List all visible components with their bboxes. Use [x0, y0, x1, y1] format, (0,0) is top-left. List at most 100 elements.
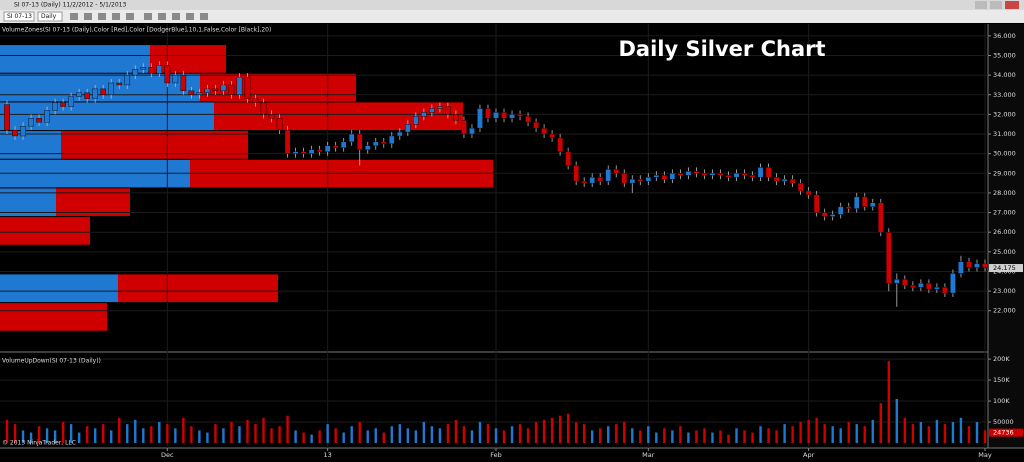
volume-bar: [607, 426, 610, 443]
instrument-select[interactable]: [3, 11, 35, 22]
candle-body: [982, 263, 988, 268]
candle-body: [837, 206, 844, 215]
candle-body: [765, 167, 772, 178]
y-tick-label: 25.000: [993, 248, 1016, 256]
volume-label: VolumeUpDown(SI 07-13 (Daily)): [2, 358, 101, 365]
volume-bar: [927, 426, 931, 443]
volume-bar: [783, 424, 786, 443]
volume-bar: [647, 426, 650, 443]
volume-bar: [582, 424, 586, 443]
zone-up: [0, 102, 214, 131]
volume-bar: [871, 419, 874, 443]
candle-body: [60, 102, 66, 107]
toolbar-icons[interactable]: [70, 13, 208, 20]
volume-bar: [150, 426, 153, 443]
x-tick-label: Dec: [161, 451, 174, 459]
interval: Daily: [41, 13, 57, 20]
candle-body: [725, 175, 732, 178]
volume-bar: [110, 430, 113, 443]
volume-bar: [566, 413, 570, 443]
volume-bar: [847, 422, 850, 443]
candle-body: [364, 145, 371, 150]
candle-body: [92, 88, 98, 99]
close-button[interactable]: [1005, 1, 1019, 9]
x-tick-label: Feb: [490, 451, 502, 459]
candle-body: [845, 206, 852, 209]
candle-body: [220, 84, 227, 92]
volume-bar: [831, 426, 834, 443]
volume-bar: [558, 415, 562, 443]
volume-bar: [751, 432, 754, 443]
volume-bar: [655, 432, 658, 443]
volume-bar: [77, 432, 81, 443]
toolbar: [0, 10, 1024, 23]
volume-bar: [959, 417, 963, 443]
y-tick-label: 200K: [993, 355, 1010, 363]
volume-bar: [406, 428, 410, 443]
volume-bar: [574, 422, 578, 443]
candle-body: [902, 279, 908, 286]
candle-body: [958, 261, 964, 274]
volume-bar: [767, 428, 770, 443]
candle-body: [172, 74, 179, 84]
candle-body: [372, 141, 379, 147]
candle-body: [12, 129, 18, 137]
interval-select[interactable]: [37, 11, 63, 22]
y-tick-label: 33.000: [993, 91, 1016, 99]
candle-body: [605, 169, 612, 182]
volume-bar: [342, 432, 345, 443]
candle-body: [581, 180, 587, 184]
volume-bar: [262, 417, 265, 443]
volume-bar: [791, 426, 794, 443]
candle-body: [188, 90, 195, 95]
maximize-button[interactable]: [990, 1, 1002, 9]
x-tick-label: Mar: [642, 451, 655, 459]
y-tick-label: 100K: [993, 397, 1010, 405]
volume-bar: [839, 428, 842, 443]
candle-body: [629, 178, 636, 184]
volume-bar: [422, 422, 426, 443]
candle-body: [877, 202, 884, 233]
volume-bar: [671, 430, 674, 443]
candle-body: [966, 261, 972, 268]
candle-body: [589, 177, 595, 184]
candle-body: [429, 108, 435, 113]
candle-body: [613, 169, 620, 174]
x-tick-label: Apr: [803, 451, 815, 459]
candle-body: [388, 135, 395, 145]
candle-body: [669, 173, 676, 180]
volume-bar: [983, 430, 987, 443]
volume-bar: [374, 428, 377, 443]
instrument: SI 07-13: [7, 13, 32, 20]
volume-bar: [494, 428, 498, 443]
minimize-button[interactable]: [975, 1, 987, 9]
candle-body: [244, 76, 251, 99]
zone-down: [118, 274, 278, 303]
candle-body: [918, 283, 924, 288]
volume-bar: [85, 426, 89, 443]
volume-bar: [903, 417, 907, 443]
volume-bar: [599, 428, 602, 443]
candle-body: [821, 212, 828, 217]
candle-body: [52, 102, 58, 111]
candle-body: [565, 151, 571, 166]
volume-bar: [975, 422, 979, 443]
volume-bar: [206, 432, 209, 443]
candle-body: [164, 65, 171, 84]
volume-bar: [470, 430, 474, 443]
volume-bar: [703, 428, 706, 443]
candle-body: [509, 114, 515, 119]
volume-bar: [951, 422, 955, 443]
volume-bar: [526, 428, 530, 443]
candle-body: [942, 286, 948, 294]
volume-bar: [855, 424, 858, 443]
candle-body: [749, 175, 756, 178]
volume-bar: [542, 419, 546, 443]
zone-up: [0, 45, 150, 73]
candle-body: [597, 177, 604, 182]
candle-body: [20, 125, 26, 137]
volume-bar: [430, 426, 434, 443]
volume-bar: [414, 430, 418, 443]
y-tick-label: 28.000: [993, 189, 1016, 197]
